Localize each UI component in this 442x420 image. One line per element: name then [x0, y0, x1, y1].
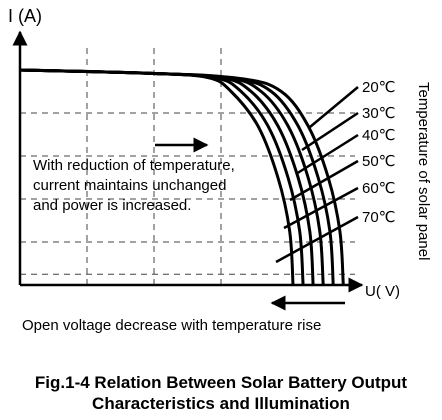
legend-label-2: 30℃: [362, 105, 396, 122]
bottom-annotation: Open voltage decrease with temperature r…: [22, 317, 321, 334]
leader-line-2: [301, 111, 359, 152]
legend-label-5: 60℃: [362, 180, 396, 197]
figure-caption-line-1: Fig.1-4 Relation Between Solar Battery O…: [34, 373, 408, 392]
legend-labels: 20℃ 30℃ 40℃ 50℃ 60℃ 70℃: [362, 79, 396, 226]
figure-caption-line-2: Characteristics and Illumination: [92, 394, 350, 413]
leader-line-3: [295, 133, 359, 176]
legend-label-6: 70℃: [362, 209, 396, 226]
leader-line-4: [289, 159, 359, 202]
annotation-line-2: current maintains unchanged: [33, 177, 226, 194]
iv-curve-6: [19, 68, 295, 286]
y-axis-label: I (A): [8, 6, 42, 26]
x-axis-label: U( V): [365, 283, 400, 300]
legend-label-1: 20℃: [362, 79, 396, 96]
annotation-line-1: With reduction of temperature,: [33, 157, 235, 174]
leader-line-1: [309, 86, 359, 128]
legend-label-4: 50℃: [362, 153, 396, 170]
leader-line-6: [275, 215, 359, 264]
legend-title: Temperature of solar panel: [415, 82, 432, 260]
axes: [12, 30, 364, 293]
grid-lines: [20, 45, 355, 285]
leader-line-5: [283, 186, 359, 230]
annotation-line-3: and power is increased.: [33, 197, 191, 214]
legend-leader-lines: [275, 86, 359, 264]
legend-label-3: 40℃: [362, 127, 396, 144]
